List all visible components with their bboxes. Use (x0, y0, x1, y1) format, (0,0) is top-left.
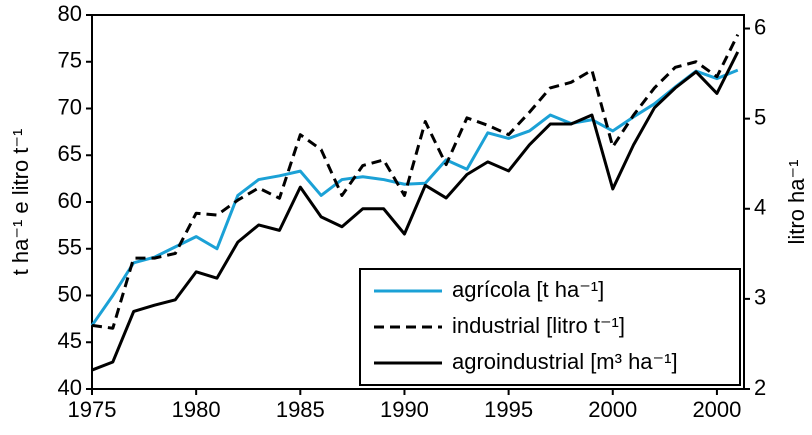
legend-label: agrícola [t ha⁻¹] (452, 277, 604, 302)
y2-tick-label: 4 (754, 195, 766, 220)
x-tick-label: 2000 (692, 397, 741, 422)
y-tick-label: 80 (58, 1, 82, 26)
y-tick-label: 60 (58, 188, 82, 213)
y2-tick-label: 3 (754, 285, 766, 310)
y-tick-label: 75 (58, 48, 82, 73)
y2-tick-label: 2 (754, 375, 766, 400)
y2-tick-label: 5 (754, 104, 766, 129)
y2-tick-label: 6 (754, 14, 766, 39)
x-tick-label: 1975 (68, 397, 117, 422)
y-tick-label: 70 (58, 94, 82, 119)
y-tick-label: 55 (58, 235, 82, 260)
y-tick-label: 40 (58, 375, 82, 400)
x-tick-label: 1990 (380, 397, 429, 422)
legend-label: industrial [litro t⁻¹] (452, 313, 625, 338)
series-line (90, 68, 739, 327)
y-axis-label: t ha⁻¹ e litro t⁻¹ (8, 129, 33, 276)
x-tick-label: 1985 (276, 397, 325, 422)
y-tick-label: 45 (58, 328, 82, 353)
series-line (91, 33, 740, 330)
y-tick-label: 65 (58, 141, 82, 166)
x-tick-label: 1980 (172, 397, 221, 422)
legend-label: agroindustrial [m³ ha⁻¹] (452, 349, 678, 374)
x-tick-label: 1995 (484, 397, 533, 422)
y-tick-label: 50 (58, 281, 82, 306)
y2-axis-label: litro ha⁻¹ (784, 160, 809, 245)
x-tick-label: 2000 (588, 397, 637, 422)
series-line (91, 51, 740, 372)
